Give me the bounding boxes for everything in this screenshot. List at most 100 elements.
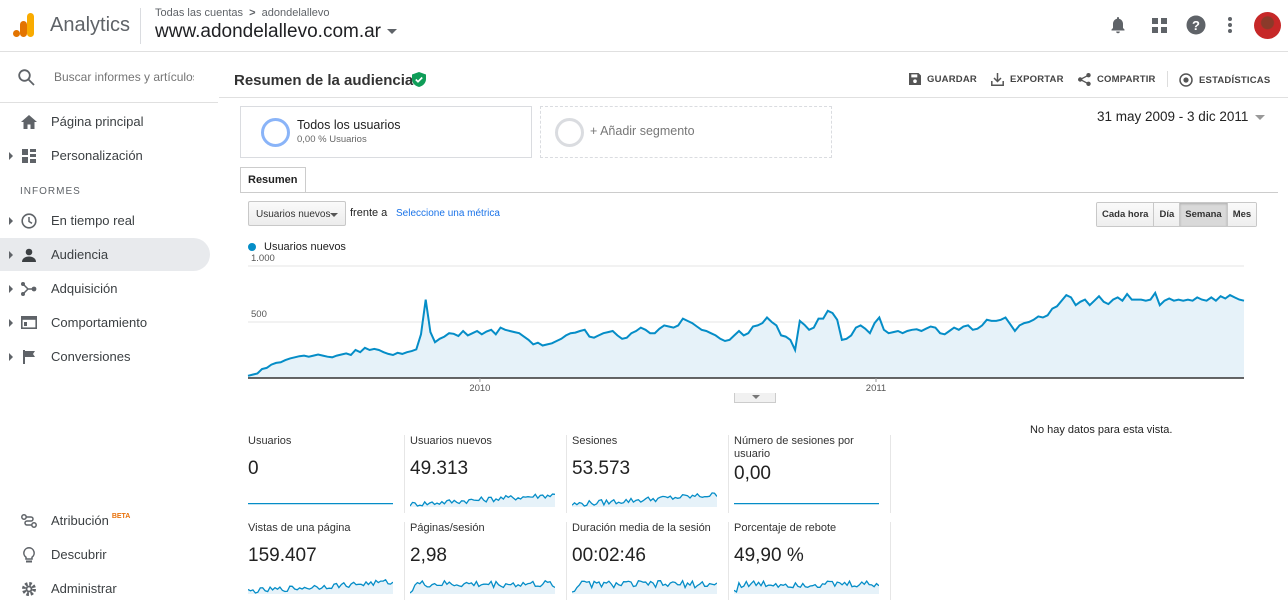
sidebar-item-label: Administrar xyxy=(51,581,117,596)
metric-card[interactable]: Usuarios 0 xyxy=(238,435,396,513)
flag-icon xyxy=(20,348,38,366)
date-range-label[interactable]: 31 may 2009 - 3 dic 2011 xyxy=(1097,109,1249,124)
search-input[interactable] xyxy=(54,70,194,84)
select-metric-link[interactable]: Seleccione una métrica xyxy=(396,208,500,219)
page-title: Resumen de la audiencia xyxy=(234,72,414,89)
add-segment-button[interactable]: + Añadir segmento xyxy=(540,106,832,158)
chevron-down-icon[interactable] xyxy=(752,395,760,399)
breadcrumb-account[interactable]: adondelallevo xyxy=(261,7,330,19)
metric-card[interactable]: Sesiones 53.573 xyxy=(562,435,720,513)
metric-value: 2,98 xyxy=(410,545,447,566)
expand-arrow-icon[interactable] xyxy=(9,250,13,259)
save-icon xyxy=(909,73,921,85)
sparkline xyxy=(410,493,555,507)
sparkline-line xyxy=(734,579,879,594)
search-bar[interactable] xyxy=(0,53,218,103)
metric-card[interactable]: Duración media de la sesión 00:02:46 xyxy=(562,522,720,600)
top-bar: Analytics Todas las cuentas > adondelall… xyxy=(0,0,1288,52)
card-divider xyxy=(404,522,405,600)
breadcrumb-root[interactable]: Todas las cuentas xyxy=(155,7,244,19)
granularity-day-button[interactable]: Día xyxy=(1154,203,1181,226)
sidebar-item-label: Atribución BETA xyxy=(51,513,130,528)
expand-arrow-icon[interactable] xyxy=(9,216,13,225)
beta-badge: BETA xyxy=(111,513,131,520)
clock-icon xyxy=(20,212,38,230)
more-vert-icon[interactable] xyxy=(1219,14,1241,36)
x-tick-label: 2011 xyxy=(866,383,886,393)
metric-label: Número de sesiones por usuario xyxy=(734,435,854,460)
export-button[interactable]: EXPORTAR xyxy=(991,73,1064,86)
metric-dropdown[interactable]: Usuarios nuevos xyxy=(248,201,346,226)
expand-arrow-icon[interactable] xyxy=(9,284,13,293)
sidebar-item-admin[interactable]: Administrar xyxy=(0,572,210,605)
add-segment-label: + Añadir segmento xyxy=(590,124,695,138)
sparkline-line xyxy=(410,579,555,594)
metric-label: Duración media de la sesión xyxy=(572,522,711,534)
metric-card[interactable]: Usuarios nuevos 49.313 xyxy=(400,435,558,513)
chart-expand-handle[interactable] xyxy=(734,393,776,403)
apps-grid-icon[interactable] xyxy=(1148,14,1170,36)
chevron-down-icon[interactable] xyxy=(387,29,398,35)
analytics-logo-icon[interactable] xyxy=(12,12,36,38)
granularity-week-button[interactable]: Semana xyxy=(1180,203,1228,226)
sparkline xyxy=(734,502,879,505)
verified-shield-icon xyxy=(412,72,426,87)
segment-all-users[interactable]: Todos los usuarios 0,00 % Usuarios xyxy=(240,106,532,158)
sidebar-item-attribution[interactable]: Atribución BETA xyxy=(0,504,210,537)
property-name[interactable]: www.adondelallevo.com.ar xyxy=(155,21,382,42)
metric-card[interactable]: Porcentaje de rebote 49,90 % xyxy=(724,522,882,600)
sidebar-item-discover[interactable]: Descubrir xyxy=(0,538,210,571)
chevron-down-icon[interactable] xyxy=(1255,114,1266,120)
share-button[interactable]: COMPARTIR xyxy=(1078,73,1156,86)
save-button[interactable]: GUARDAR xyxy=(909,73,977,85)
sparkline xyxy=(248,502,393,505)
avatar[interactable] xyxy=(1254,12,1281,39)
metric-card[interactable]: Vistas de una página 159.407 xyxy=(238,522,396,600)
sparkline-area xyxy=(410,494,555,507)
header-divider xyxy=(140,8,141,44)
metric-card[interactable]: Número de sesiones por usuario 0,00 xyxy=(724,435,882,513)
granularity-hour-button[interactable]: Cada hora xyxy=(1097,203,1155,226)
insights-button[interactable]: ESTADÍSTICAS xyxy=(1179,73,1270,87)
card-divider xyxy=(728,435,729,513)
search-icon[interactable] xyxy=(18,69,35,86)
tab-underline xyxy=(240,192,1278,193)
sidebar-item-realtime[interactable]: En tiempo real xyxy=(0,204,210,237)
help-icon[interactable]: ? xyxy=(1185,14,1207,36)
card-divider xyxy=(890,435,891,513)
sidebar-item-customization[interactable]: Personalización xyxy=(0,139,210,172)
expand-arrow-icon[interactable] xyxy=(9,318,13,327)
metric-card[interactable]: Páginas/sesión 2,98 xyxy=(400,522,558,600)
metric-value: 53.573 xyxy=(572,458,631,479)
line-chart[interactable]: 1.000 500 2010 2011 xyxy=(219,253,1259,393)
expand-arrow-icon[interactable] xyxy=(9,151,13,160)
expand-arrow-icon[interactable] xyxy=(9,352,13,361)
tab-overview[interactable]: Resumen xyxy=(240,167,306,193)
download-icon xyxy=(991,73,1004,86)
sidebar-item-home[interactable]: Página principal xyxy=(0,105,210,138)
insights-label: ESTADÍSTICAS xyxy=(1199,74,1271,86)
header-divider xyxy=(219,97,1288,98)
sidebar-item-acquisition[interactable]: Adquisición xyxy=(0,272,210,305)
breadcrumb[interactable]: Todas las cuentas > adondelallevo xyxy=(155,7,330,19)
attribution-label: Atribución xyxy=(51,513,109,528)
granularity-toggle[interactable]: Cada hora Día Semana Mes xyxy=(1096,202,1258,227)
date-range-picker[interactable]: 31 may 2009 - 3 dic 2011 xyxy=(1097,109,1266,124)
notifications-icon[interactable] xyxy=(1107,14,1129,36)
insights-icon xyxy=(1179,73,1193,87)
metric-value: 49,90 % xyxy=(734,545,804,566)
sidebar-item-audience[interactable]: Audiencia xyxy=(0,238,210,271)
property-selector[interactable]: www.adondelallevo.com.ar xyxy=(155,21,398,43)
person-icon xyxy=(20,246,38,264)
card-divider xyxy=(404,435,405,513)
metric-value: 159.407 xyxy=(248,545,317,566)
save-label: GUARDAR xyxy=(927,73,977,85)
sparkline-line xyxy=(572,579,717,593)
sidebar-item-behavior[interactable]: Comportamiento xyxy=(0,306,210,339)
metric-label: Páginas/sesión xyxy=(410,522,485,534)
y-tick-label: 1.000 xyxy=(251,253,275,264)
attribution-icon xyxy=(20,512,38,530)
legend-dot xyxy=(248,243,256,251)
granularity-month-button[interactable]: Mes xyxy=(1227,203,1257,226)
sidebar-item-conversions[interactable]: Conversiones xyxy=(0,340,210,373)
